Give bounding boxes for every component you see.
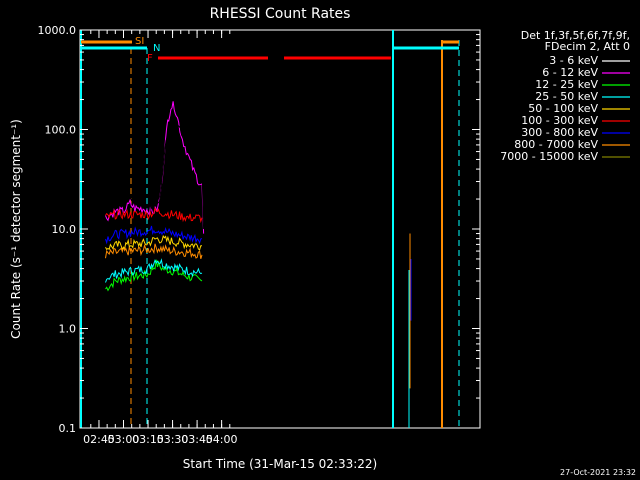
legend-entry-label: 12 - 25 keV (535, 78, 598, 91)
footer-date: 27-Oct-2021 23:32 (560, 468, 636, 477)
series-line (105, 114, 205, 230)
series-line (105, 234, 202, 251)
series-line (105, 259, 203, 292)
flag-label-f: F (147, 53, 153, 64)
series-line (105, 243, 203, 259)
x-axis-label: Start Time (31-Mar-15 02:33:22) (183, 457, 377, 471)
x-tick-label: 03:45 (181, 433, 213, 446)
y-axis-label: Count Rate (s⁻¹ detector segment⁻¹) (9, 119, 23, 339)
legend-entry-label: 3 - 6 keV (549, 54, 598, 67)
x-tick-label: 02:45 (83, 433, 115, 446)
series-line (105, 101, 205, 234)
legend: Det 1f,3f,5f,6f,7f,9f,FDecim 2, Att 03 -… (500, 29, 630, 163)
series-line (105, 206, 203, 224)
flag-label-n: N (153, 43, 160, 54)
legend-entry-label: 50 - 100 keV (528, 102, 598, 115)
y-tick-label: 10.0 (52, 223, 77, 236)
x-tick-label: 04:00 (206, 433, 238, 446)
x-tick-label: 03:00 (108, 433, 140, 446)
legend-entry-label: 6 - 12 keV (542, 66, 598, 79)
y-tick-label: 1000.0 (38, 24, 77, 37)
series-line (105, 258, 203, 283)
series-layer (105, 101, 412, 389)
legend-header: FDecim 2, Att 0 (545, 40, 630, 53)
legend-entry-label: 25 - 50 keV (535, 90, 598, 103)
legend-header: Det 1f,3f,5f,6f,7f,9f, (521, 29, 630, 42)
flag-label-si: SI (135, 36, 144, 47)
y-tick-label: 100.0 (45, 124, 77, 137)
flags-layer: SI NF (80, 30, 460, 428)
legend-entry-label: 800 - 7000 keV (514, 138, 598, 151)
series-line (105, 225, 203, 245)
x-tick-label: 03:15 (132, 433, 164, 446)
legend-entry-label: 100 - 300 keV (521, 114, 598, 127)
y-tick-label: 1.0 (59, 323, 77, 336)
legend-entry-label: 300 - 800 keV (521, 126, 598, 139)
x-tick-label: 03:30 (157, 433, 189, 446)
legend-entry-label: 7000 - 15000 keV (500, 150, 598, 163)
y-tick-label: 0.1 (59, 422, 77, 435)
ticks-layer: 1000.0 100.0 10.0 1.0 0.1 02:4503:0003:1503:3… (38, 24, 480, 446)
chart-title: RHESSI Count Rates (210, 6, 351, 22)
